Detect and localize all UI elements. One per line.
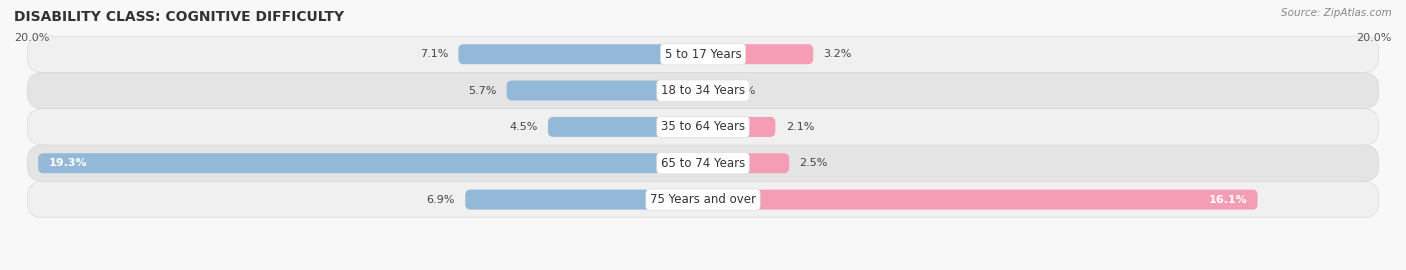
- FancyBboxPatch shape: [703, 80, 710, 100]
- Text: 7.1%: 7.1%: [420, 49, 449, 59]
- Text: 2.1%: 2.1%: [786, 122, 814, 132]
- Text: 65 to 74 Years: 65 to 74 Years: [661, 157, 745, 170]
- Text: 16.1%: 16.1%: [1209, 195, 1247, 205]
- Text: 2.5%: 2.5%: [800, 158, 828, 168]
- Text: 18 to 34 Years: 18 to 34 Years: [661, 84, 745, 97]
- Text: 6.9%: 6.9%: [426, 195, 456, 205]
- FancyBboxPatch shape: [27, 181, 1379, 218]
- FancyBboxPatch shape: [27, 145, 1379, 181]
- Text: 20.0%: 20.0%: [14, 33, 49, 43]
- Text: 19.3%: 19.3%: [48, 158, 87, 168]
- FancyBboxPatch shape: [703, 190, 1257, 210]
- Text: 0.19%: 0.19%: [720, 86, 755, 96]
- Text: 35 to 64 Years: 35 to 64 Years: [661, 120, 745, 133]
- Text: 4.5%: 4.5%: [509, 122, 537, 132]
- Text: 75 Years and over: 75 Years and over: [650, 193, 756, 206]
- FancyBboxPatch shape: [465, 190, 703, 210]
- FancyBboxPatch shape: [458, 44, 703, 64]
- Text: Source: ZipAtlas.com: Source: ZipAtlas.com: [1281, 8, 1392, 18]
- FancyBboxPatch shape: [548, 117, 703, 137]
- FancyBboxPatch shape: [27, 36, 1379, 72]
- FancyBboxPatch shape: [703, 44, 813, 64]
- FancyBboxPatch shape: [703, 117, 775, 137]
- Text: 5.7%: 5.7%: [468, 86, 496, 96]
- FancyBboxPatch shape: [38, 153, 703, 173]
- FancyBboxPatch shape: [27, 72, 1379, 109]
- Text: DISABILITY CLASS: COGNITIVE DIFFICULTY: DISABILITY CLASS: COGNITIVE DIFFICULTY: [14, 10, 344, 24]
- Text: 3.2%: 3.2%: [824, 49, 852, 59]
- FancyBboxPatch shape: [27, 109, 1379, 145]
- Text: 5 to 17 Years: 5 to 17 Years: [665, 48, 741, 61]
- Text: 20.0%: 20.0%: [1357, 33, 1392, 43]
- FancyBboxPatch shape: [506, 80, 703, 100]
- FancyBboxPatch shape: [703, 153, 789, 173]
